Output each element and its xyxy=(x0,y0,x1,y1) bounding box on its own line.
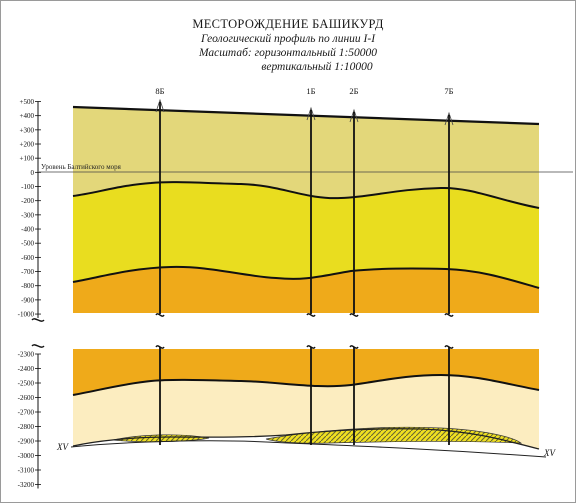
tick-label: -2500 xyxy=(18,380,35,388)
tick-label: -2900 xyxy=(18,438,35,446)
line-end-left: XV xyxy=(56,442,69,452)
well-4: 7Б xyxy=(444,86,454,445)
well-label: 8Б xyxy=(155,86,164,96)
well-label: 1Б xyxy=(306,86,315,96)
tick-label: -2300 xyxy=(18,351,35,359)
deposit-title: МЕСТОРОЖДЕНИЕ БАШИКУРД xyxy=(192,17,384,31)
lower-section: XV XV xyxy=(56,349,556,458)
tick-label: +300 xyxy=(20,126,35,134)
tick-label: -900 xyxy=(21,296,34,304)
upper-layer-middle xyxy=(73,182,539,288)
tick-label: 0 xyxy=(31,169,35,177)
well-break-upper xyxy=(444,313,454,317)
upper-section: Уровень Балтийского моря xyxy=(39,105,573,313)
upper-layer-bottom xyxy=(73,266,539,313)
tick-label: -3200 xyxy=(18,481,35,489)
surface-line xyxy=(72,105,540,126)
lower-boundary xyxy=(72,373,540,396)
well-break-upper xyxy=(349,313,359,317)
tick-label: -3100 xyxy=(18,467,35,475)
upper-boundary-1 xyxy=(72,181,540,209)
tick-label: +500 xyxy=(20,98,35,106)
well-break-upper xyxy=(155,313,165,317)
line-end-right: XV xyxy=(543,448,556,458)
well-1: 8Б xyxy=(155,86,165,445)
tick-label: -500 xyxy=(21,240,34,248)
tick-label: -3000 xyxy=(18,452,35,460)
tick-label: +400 xyxy=(20,112,35,120)
tick-label: -700 xyxy=(21,268,34,276)
depth-axes: +500 +400 +300 +200 +100 0 -100 -200 -300 -400 -50… xyxy=(18,98,45,489)
tick-label: -400 xyxy=(21,226,34,234)
title-block: МЕСТОРОЖДЕНИЕ БАШИКУРД Геологический про… xyxy=(1,17,575,74)
tick-label: -1000 xyxy=(18,311,35,319)
well-break-upper xyxy=(306,313,316,317)
profile-subtitle: Геологический профиль по линии I-I xyxy=(200,33,376,45)
wells-layer: 8Б 1Б 2Б 7Б xyxy=(155,86,454,445)
tick-label: -600 xyxy=(21,254,34,262)
upper-layer-top xyxy=(73,107,539,208)
tick-label: +100 xyxy=(20,155,35,163)
upper-axis-break xyxy=(31,318,45,322)
vertical-scale: вертикальный 1:10000 xyxy=(261,61,373,73)
lower-layer-deep xyxy=(73,375,539,449)
well-label: 7Б xyxy=(444,86,453,96)
well-label: 2Б xyxy=(349,86,358,96)
tick-label: -200 xyxy=(21,197,34,205)
tick-label: -2800 xyxy=(18,423,35,431)
well-head-marker xyxy=(349,108,359,123)
profile-base-line xyxy=(72,428,540,450)
well-head-marker xyxy=(444,111,454,126)
xv-section-line xyxy=(70,440,547,458)
well-head-marker xyxy=(155,98,165,113)
tick-label: -800 xyxy=(21,282,34,290)
horizontal-scale: Масштаб: горизонтальный 1:50000 xyxy=(198,47,378,59)
sea-level-label: Уровень Балтийского моря xyxy=(41,163,122,171)
tick-label: -100 xyxy=(21,183,34,191)
well-3: 2Б xyxy=(349,86,359,445)
lower-axis-break xyxy=(31,344,45,348)
tick-label: -300 xyxy=(21,211,34,219)
tick-label: -2700 xyxy=(18,409,35,417)
tick-label: +200 xyxy=(20,141,35,149)
tick-label: -2600 xyxy=(18,394,35,402)
lower-layer-top xyxy=(73,349,539,395)
tick-label: -2400 xyxy=(18,365,35,373)
well-head-marker xyxy=(306,106,316,121)
well-2: 1Б xyxy=(306,86,316,445)
